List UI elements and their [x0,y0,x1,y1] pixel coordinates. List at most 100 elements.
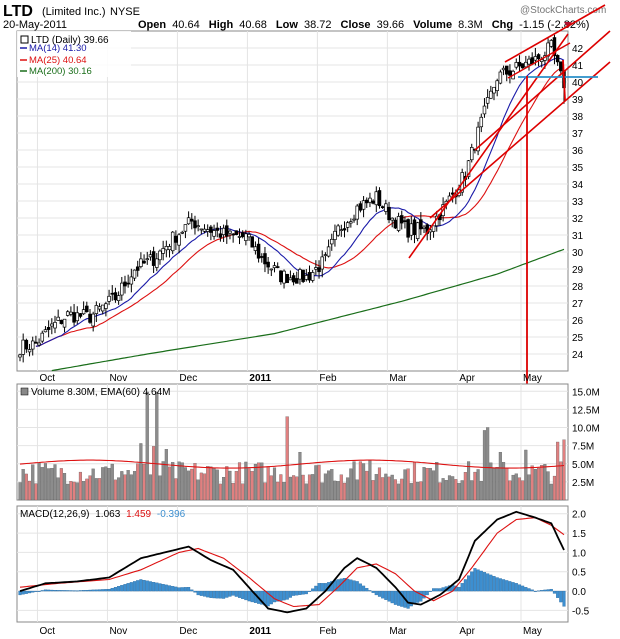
macd-hist-bar [489,574,493,592]
candle-body [307,272,312,281]
macd-hist-bar [479,570,483,592]
macd-hist-bar [527,588,531,592]
volume-bar [368,459,372,501]
volume-bar [161,461,165,501]
macd-hist-bar [212,590,216,599]
volume-bar [524,449,528,501]
volume-panel: 2.5M 5.0M 7.5M 10.0M 12.5M 15.0M Volume 8.30M… [16,383,600,501]
candle-body [256,243,261,259]
price-tick-label: 27 [572,299,584,310]
macd-hist-bar [301,590,305,595]
candle-body [183,224,188,232]
macd-signal-line [19,517,565,608]
volume-bar [177,461,181,501]
volume-bar [91,468,95,501]
volume-bar [250,471,254,501]
candle-body [69,311,73,315]
volume-bar [352,461,356,501]
high-label: High [209,19,234,31]
volume-bar [307,474,312,501]
candle-body [352,218,356,221]
volume-bar [199,472,203,501]
candle-body [298,269,302,280]
volume-bar [467,461,471,501]
x-axis-label: Mar [389,626,407,637]
volume-bar [479,480,483,501]
macd-hist-bar [346,578,350,592]
volume-bar [78,471,82,501]
macd-hist-bar [463,579,467,592]
candle-body [167,246,172,251]
volume-bar [292,475,296,501]
candle-body [336,225,340,236]
macd-hist-bar [508,581,512,592]
volume-bar [43,463,48,501]
volume-bar [409,483,413,501]
macd-hist-bar [47,589,51,592]
candle-body [380,206,385,209]
macd-hist-bar [460,583,464,592]
volume-bar [167,466,172,501]
macd-histogram [18,568,566,609]
price-tick-label: 41 [572,61,584,72]
volume-bar [403,469,407,501]
macd-hist-bar [75,590,79,592]
macd-hist-bar [285,590,289,600]
candle-body [225,225,229,237]
candle-body [555,55,560,63]
macd-hist-bar [371,590,375,593]
macd-hist-bar [82,590,86,592]
volume-bar [113,479,117,501]
macd-hist-bar [21,590,25,595]
candle-body [240,232,245,237]
volume-tick-label: 10.0M [572,424,600,435]
volume-bar [94,478,98,501]
macd-hist-bar [247,590,251,602]
candle-body [314,267,318,270]
candle-body [120,282,124,296]
candle-body [228,230,232,234]
macd-hist-bar [31,590,35,593]
candle-body [368,197,372,203]
candle-body [282,270,286,284]
candle-body [116,295,121,301]
volume-bar [374,474,378,501]
macd-hist-bar [486,573,490,592]
volume-bar [559,461,563,501]
candle-body [250,236,254,248]
volume-tick-label: 2.5M [572,478,594,489]
ohlc-readout: Open 40.64 High 40.68 Low 38.72 Close 39… [138,19,589,31]
price-tick-label: 35 [572,163,584,174]
macd-hist-bar [311,588,315,592]
volume-bar [556,441,560,501]
volume-bar [508,480,512,501]
volume-bar [549,483,553,501]
macd-hist-bar [546,589,550,592]
x-axis-label: 2011 [249,626,271,637]
volume-bar [285,416,289,501]
macd-hist-bar [199,590,203,596]
macd-hist-bar [187,587,191,592]
macd-hist-bar [317,583,321,592]
candle-body [419,219,423,230]
macd-hist-bar [384,590,388,600]
volume-bar [171,462,175,501]
macd-hist-bar [556,590,560,598]
macd-hist-bar [470,571,474,592]
candle-body [107,295,111,302]
volume-bar [323,473,327,501]
macd-hist-bar [145,580,149,592]
candle-body [533,56,538,61]
macd-hist-bar [183,587,187,592]
volume-bar [21,469,25,501]
candle-body [492,86,496,94]
volume-bar [311,474,315,501]
candle-body [180,231,184,234]
volume-bar [444,480,448,501]
macd-hist-bar [349,579,353,592]
candle-body [110,292,115,295]
macd-hist-bar [492,576,496,592]
candle-body [482,105,487,115]
volume-bar [498,451,502,501]
candle-body [384,203,388,212]
